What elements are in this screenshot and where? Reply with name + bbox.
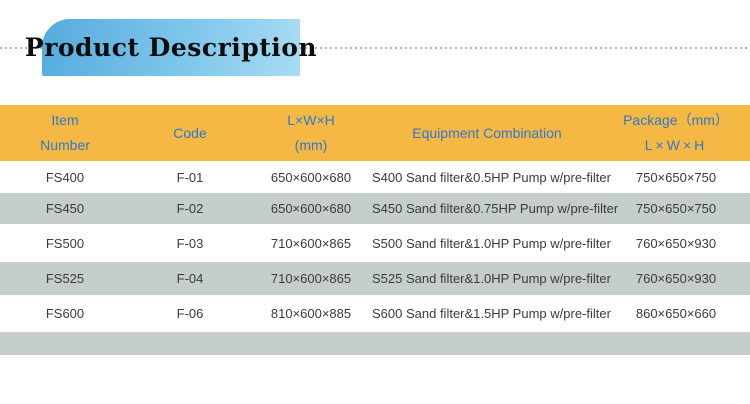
table-cell: FS600: [45, 306, 85, 321]
table-cell: 760×650×930: [635, 271, 717, 286]
table-row: [0, 332, 750, 355]
table-row: FS600 F-06 810×600×885 S600 Sand filter&1.5…: [0, 295, 750, 332]
column-header-code: Code: [173, 124, 207, 141]
table-row: FS450 F-02 650×600×680 S450 Sand filter&0.7…: [0, 193, 750, 224]
section-title: Product Description: [24, 33, 318, 62]
column-header-item-number: Item Number: [40, 112, 90, 153]
column-header-dimensions: L×W×H (mm): [287, 112, 335, 153]
table-cell: 810×600×885: [270, 306, 352, 321]
table-cell: FS525: [45, 271, 85, 286]
table-cell: F-01: [176, 169, 204, 185]
table-cell: FS450: [45, 201, 85, 216]
product-table: Item Number Code L×W×H (mm) Equipment Combina…: [0, 105, 750, 355]
table-cell: F-03: [176, 235, 204, 251]
section-banner: Product Description: [25, 19, 317, 76]
table-header-row: Item Number Code L×W×H (mm) Equipment Combina…: [0, 105, 750, 161]
table-cell: S525 Sand filter&1.0HP Pump w/pre-filter: [372, 271, 611, 286]
column-header-equipment-combination: Equipment Combination: [412, 124, 562, 141]
column-header-package: Package（mm） L×W×H: [623, 112, 729, 153]
table-row: FS525 F-04 710×600×865 S525 Sand filter&1.0…: [0, 262, 750, 295]
table-cell: 650×600×680: [270, 201, 352, 216]
table-cell: 750×650×750: [635, 169, 717, 185]
table-cell: FS400: [45, 169, 85, 185]
table-cell: S450 Sand filter&0.75HP Pump w/pre-filte…: [372, 201, 619, 216]
table-cell: 750×650×750: [635, 201, 717, 216]
table-cell: 650×600×680: [270, 169, 352, 185]
dotted-divider-line: [0, 47, 750, 49]
table-cell: 710×600×865: [270, 235, 352, 251]
table-body: FS400 F-01 650×600×680 S400 Sand filter&0.5…: [0, 161, 750, 355]
table-cell: FS500: [45, 235, 85, 251]
table-cell: 860×650×660: [635, 306, 717, 321]
table-cell: S600 Sand filter&1.5HP Pump w/pre-filter: [372, 306, 611, 321]
table-cell: F-02: [176, 201, 204, 216]
table-cell: 760×650×930: [635, 235, 717, 251]
table-cell: F-06: [176, 306, 204, 321]
table-cell: S500 Sand filter&1.0HP Pump w/pre-filter: [372, 235, 611, 251]
table-row: FS500 F-03 710×600×865 S500 Sand filter&1.0…: [0, 224, 750, 262]
table-cell: 710×600×865: [270, 271, 352, 286]
table-cell: S400 Sand filter&0.5HP Pump w/pre-filter: [372, 169, 611, 185]
table-row: FS400 F-01 650×600×680 S400 Sand filter&0.5…: [0, 161, 750, 193]
table-cell: F-04: [176, 271, 204, 286]
